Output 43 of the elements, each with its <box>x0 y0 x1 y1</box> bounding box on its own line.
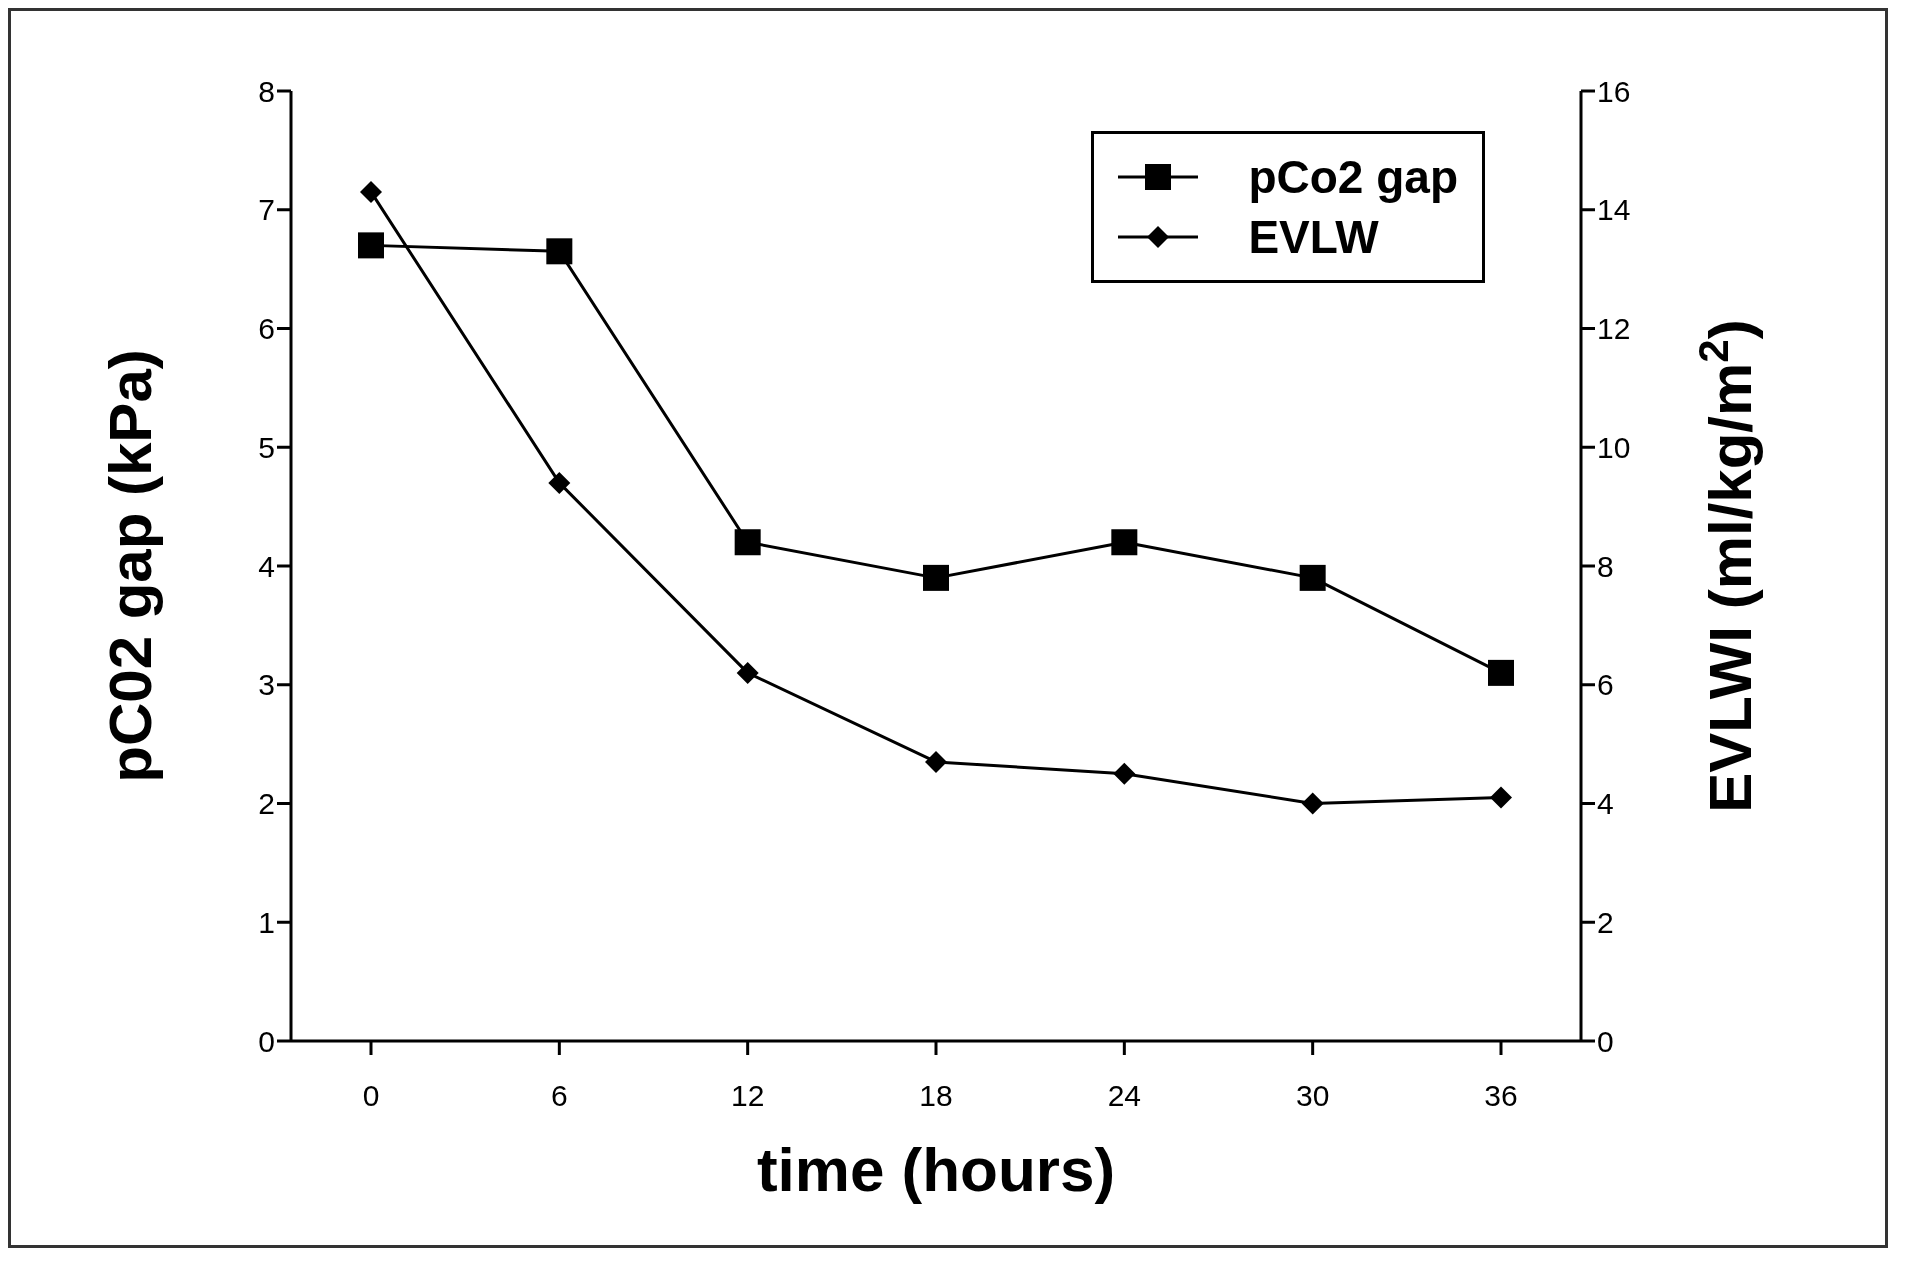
legend-label: EVLW <box>1248 210 1379 264</box>
y-tick-label: 3 <box>258 668 275 702</box>
y2-tick-label: 12 <box>1597 312 1631 346</box>
y-tick-label: 7 <box>258 193 275 227</box>
x-tick-label: 0 <box>362 1079 380 1113</box>
point <box>1111 529 1138 556</box>
x-tick-label: 18 <box>919 1079 953 1113</box>
y2-tick-label: 10 <box>1597 430 1631 464</box>
y2-tick-label: 4 <box>1597 787 1614 821</box>
point <box>923 564 949 591</box>
point <box>548 471 571 494</box>
point <box>1490 786 1512 809</box>
point <box>358 232 384 259</box>
y-tick-label: 0 <box>258 1024 275 1058</box>
point <box>360 180 382 203</box>
point <box>1113 762 1136 785</box>
x-tick-label: 6 <box>550 1079 568 1113</box>
y-tick-label: 5 <box>258 430 275 464</box>
point <box>734 529 761 556</box>
y-tick-label: 1 <box>258 905 275 939</box>
y2-tick-label: 0 <box>1597 1024 1614 1058</box>
point <box>736 661 759 684</box>
x-tick-label: 30 <box>1295 1079 1330 1113</box>
y-tick-label: 8 <box>258 74 275 108</box>
y2-tick-label: 8 <box>1597 549 1614 583</box>
legend-label: pCo2 gap <box>1248 150 1458 204</box>
point <box>925 750 947 773</box>
point <box>546 238 573 265</box>
y-tick-label: 2 <box>258 787 275 821</box>
y-tick-label: 4 <box>258 549 275 583</box>
point <box>1299 564 1326 591</box>
x-tick-label: 24 <box>1107 1079 1142 1113</box>
y2-tick-label: 14 <box>1597 193 1631 227</box>
point <box>1301 792 1324 815</box>
point <box>1488 659 1514 686</box>
x-tick-label: 36 <box>1484 1079 1518 1113</box>
y-tick-label: 6 <box>258 312 275 346</box>
y2-tick-label: 6 <box>1597 668 1614 702</box>
x-axis-title: time (hours) <box>756 1135 1116 1204</box>
y2-tick-label: 16 <box>1597 74 1631 108</box>
y-axis-title: pC02 gap (kPa) <box>97 349 164 783</box>
x-tick-label: 12 <box>730 1079 765 1113</box>
y2-tick-label: 2 <box>1597 905 1614 939</box>
